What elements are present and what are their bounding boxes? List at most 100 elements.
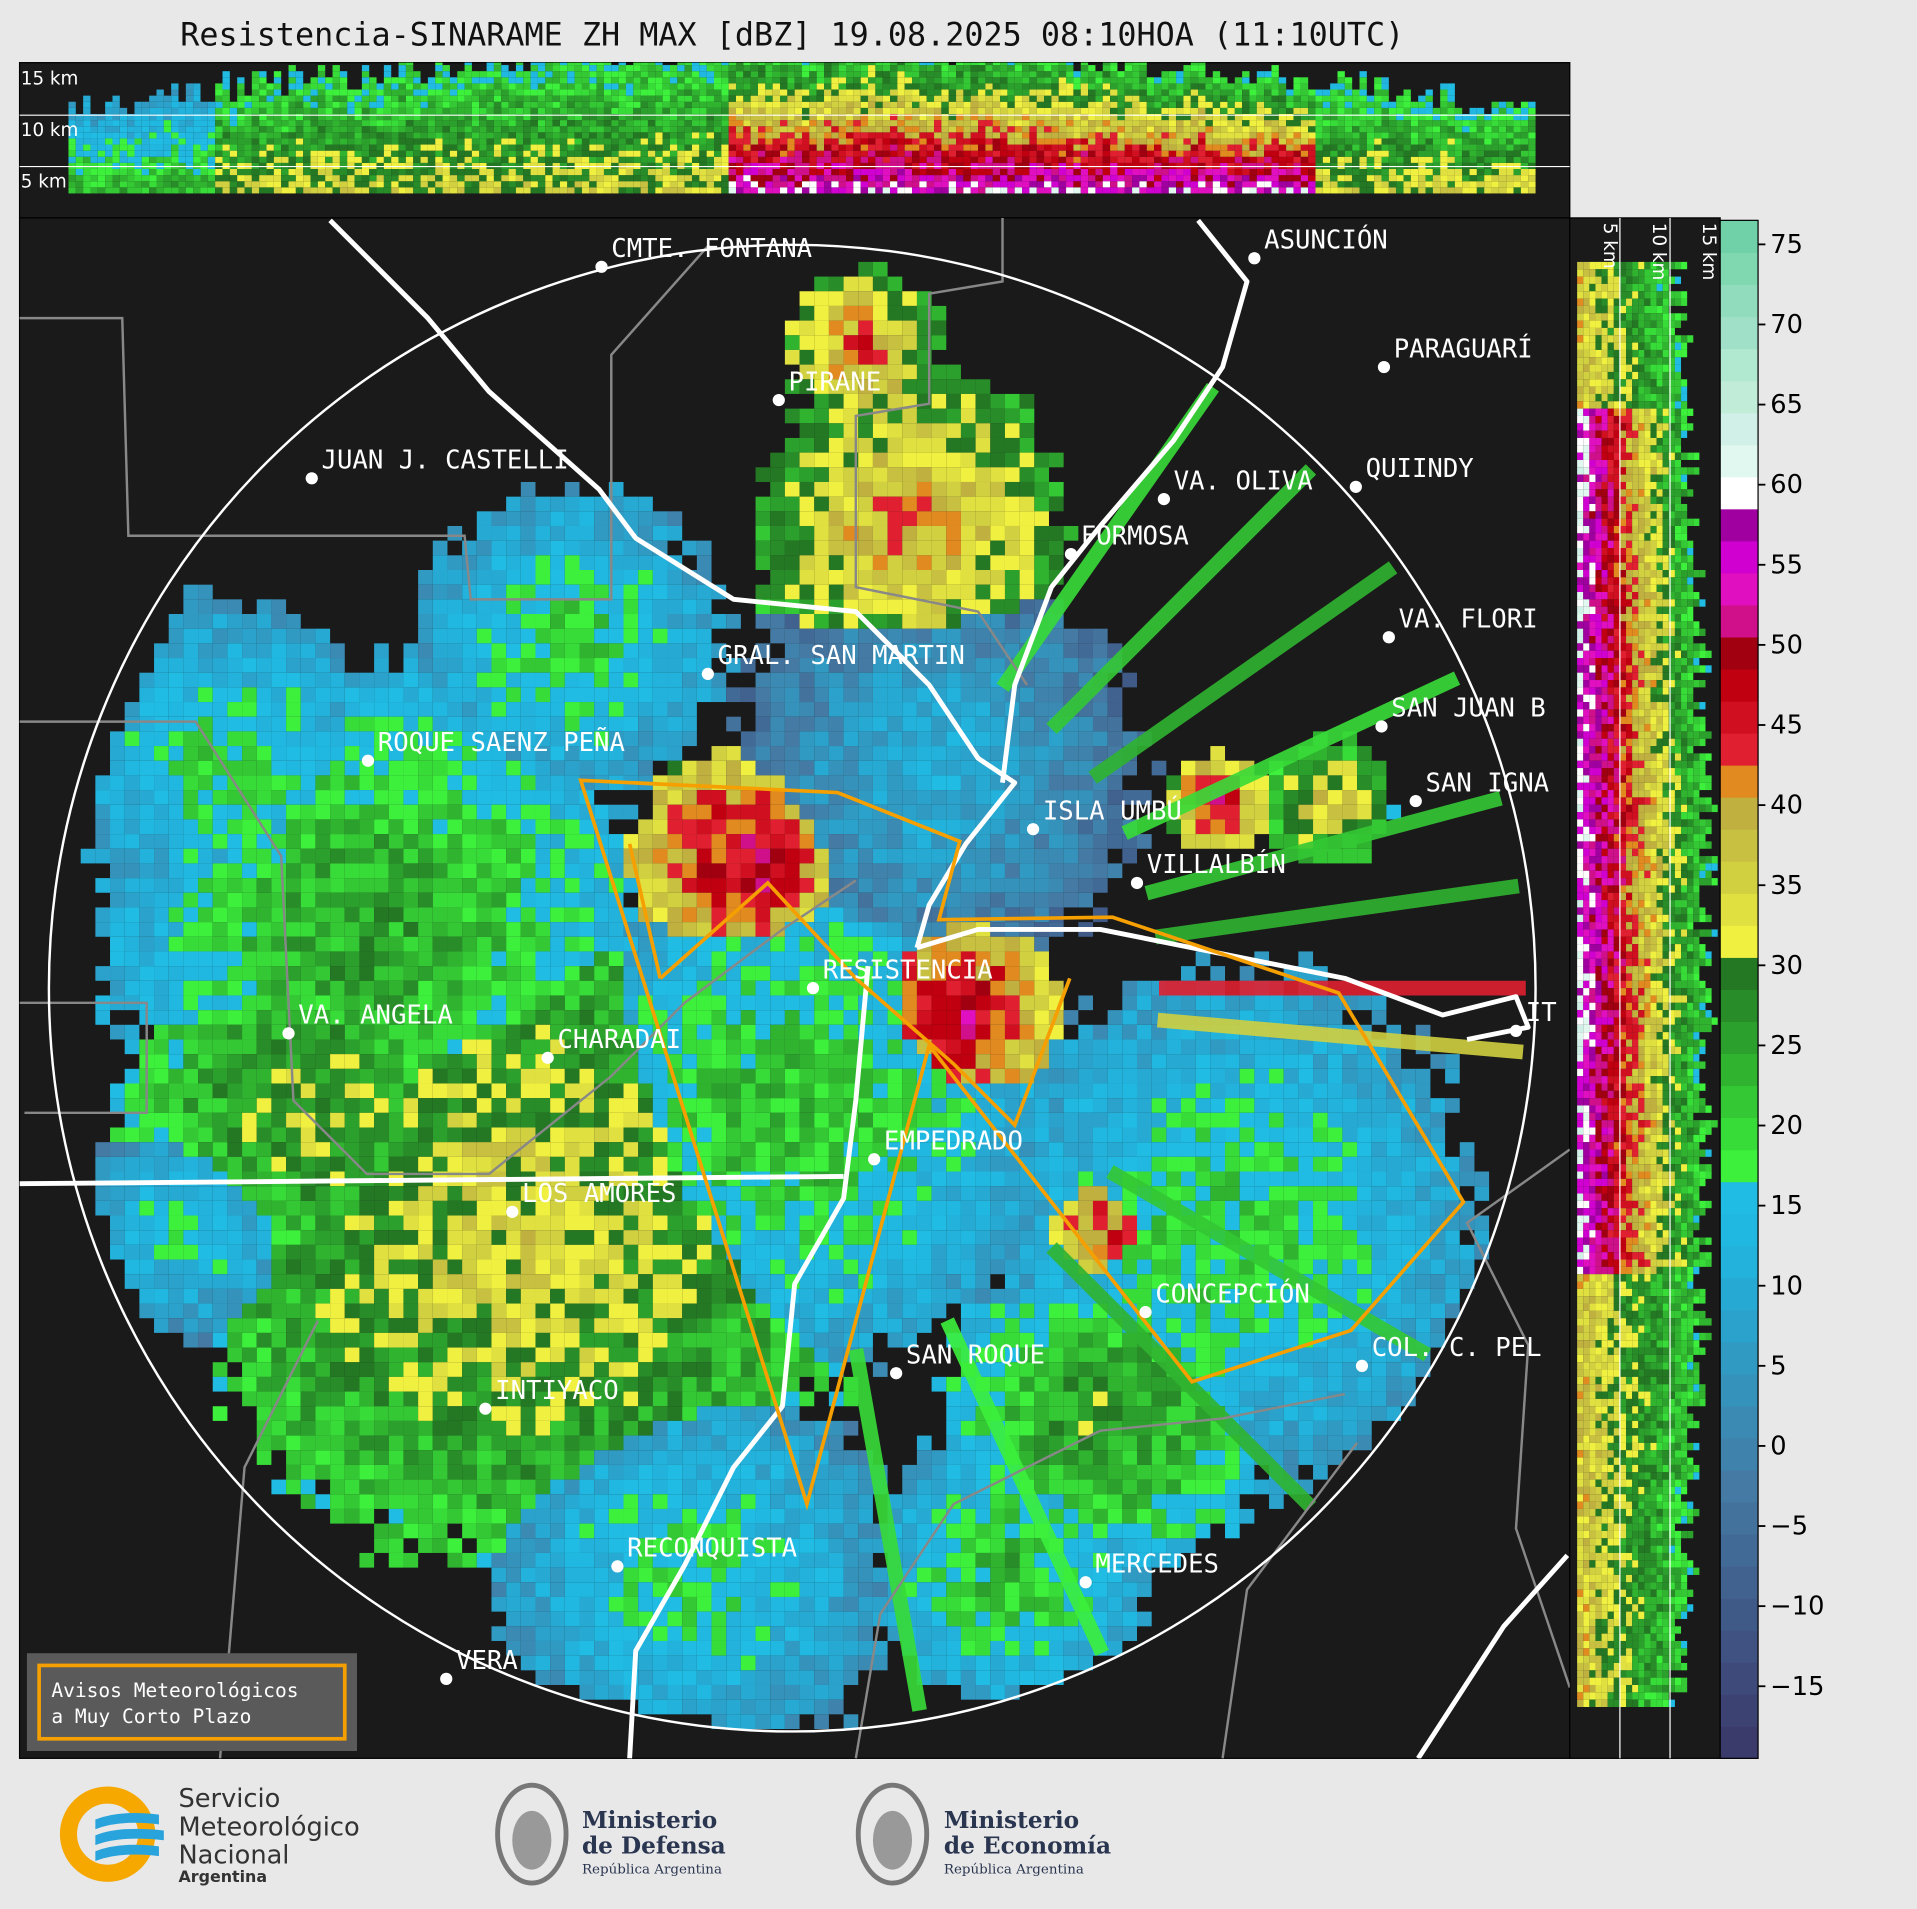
height-echo xyxy=(457,95,465,102)
height-echo xyxy=(1613,401,1620,409)
height-echo xyxy=(1227,175,1235,182)
height-echo xyxy=(1176,71,1184,78)
height-echo xyxy=(1595,562,1602,570)
height-echo xyxy=(1176,95,1184,102)
height-echo xyxy=(1613,445,1620,453)
height-echo xyxy=(1674,342,1682,350)
height-echo xyxy=(750,132,758,139)
height-echo xyxy=(508,77,516,84)
height-echo xyxy=(112,168,120,176)
height-echo xyxy=(1293,120,1301,127)
height-echo xyxy=(1601,547,1608,556)
height-echo xyxy=(926,150,935,157)
height-echo xyxy=(1644,408,1651,416)
height-echo xyxy=(1022,107,1030,114)
height-echo xyxy=(1161,181,1169,188)
height-echo xyxy=(787,132,795,139)
height-echo xyxy=(523,71,531,78)
height-echo xyxy=(1330,83,1338,90)
height-echo xyxy=(1619,401,1627,409)
height-echo xyxy=(1607,349,1614,358)
height-echo xyxy=(376,89,384,96)
height-echo xyxy=(831,65,839,72)
height-echo xyxy=(1366,132,1375,139)
height-echo xyxy=(1022,156,1030,163)
height-echo xyxy=(603,126,612,133)
height-echo xyxy=(1330,150,1338,157)
height-echo xyxy=(1315,95,1323,102)
height-echo xyxy=(134,187,142,194)
height-echo xyxy=(200,132,208,139)
height-echo xyxy=(780,132,788,139)
height-echo xyxy=(530,113,538,121)
height-echo xyxy=(1352,156,1360,163)
height-echo xyxy=(728,89,736,96)
height-echo xyxy=(618,71,626,78)
height-echo xyxy=(545,168,553,176)
height-echo xyxy=(647,126,656,133)
height-echo xyxy=(1014,150,1023,157)
height-echo xyxy=(625,95,634,102)
height-echo xyxy=(1344,132,1353,139)
height-echo xyxy=(156,101,164,108)
height-echo xyxy=(1205,95,1213,102)
height-echo xyxy=(596,132,604,139)
height-echo xyxy=(420,107,428,114)
height-echo xyxy=(1051,62,1059,66)
height-echo xyxy=(1286,175,1294,182)
height-echo xyxy=(1476,120,1485,127)
height-echo xyxy=(1589,305,1596,314)
height-echo xyxy=(185,150,194,157)
height-echo xyxy=(435,95,443,102)
height-echo xyxy=(1286,150,1294,157)
height-echo xyxy=(750,101,758,108)
height-echo xyxy=(890,156,898,163)
height-echo xyxy=(992,89,1001,96)
height-echo xyxy=(1176,126,1184,133)
height-echo xyxy=(1601,445,1608,453)
height-echo xyxy=(237,77,245,84)
height-echo xyxy=(1491,168,1499,176)
height-echo xyxy=(1484,168,1492,176)
height-echo xyxy=(332,187,340,194)
height-echo xyxy=(1161,107,1169,114)
height-echo xyxy=(919,138,927,145)
height-echo xyxy=(1110,138,1118,145)
height-echo xyxy=(523,150,531,157)
height-echo xyxy=(1066,83,1074,90)
height-echo xyxy=(633,62,641,66)
height-echo xyxy=(1595,445,1602,453)
height-echo xyxy=(662,65,670,72)
height-echo xyxy=(897,62,905,66)
height-echo xyxy=(765,101,773,108)
height-echo xyxy=(1462,132,1470,139)
height-echo xyxy=(317,150,326,157)
height-echo xyxy=(1337,138,1345,145)
height-echo xyxy=(919,62,927,66)
height-echo xyxy=(288,175,296,182)
height-echo xyxy=(200,156,208,163)
height-echo xyxy=(948,120,957,127)
height-echo xyxy=(295,126,304,133)
height-echo xyxy=(1264,187,1272,194)
height-echo xyxy=(1650,291,1657,299)
height-echo xyxy=(1577,357,1584,365)
height-echo xyxy=(1674,437,1682,446)
height-echo xyxy=(1124,77,1133,84)
height-echo xyxy=(1014,168,1023,176)
height-echo xyxy=(435,132,443,139)
height-echo xyxy=(1583,474,1590,482)
height-echo xyxy=(948,89,957,96)
height-echo xyxy=(449,113,458,121)
height-echo xyxy=(970,83,979,90)
height-echo xyxy=(926,156,935,163)
height-echo xyxy=(846,62,854,66)
height-echo xyxy=(1256,181,1265,188)
height-echo xyxy=(1396,132,1404,139)
height-echo xyxy=(361,77,370,84)
height-echo xyxy=(1440,156,1448,163)
height-echo xyxy=(1337,156,1345,163)
height-echo xyxy=(361,150,370,157)
height-echo xyxy=(295,107,304,114)
height-echo xyxy=(992,144,1001,151)
